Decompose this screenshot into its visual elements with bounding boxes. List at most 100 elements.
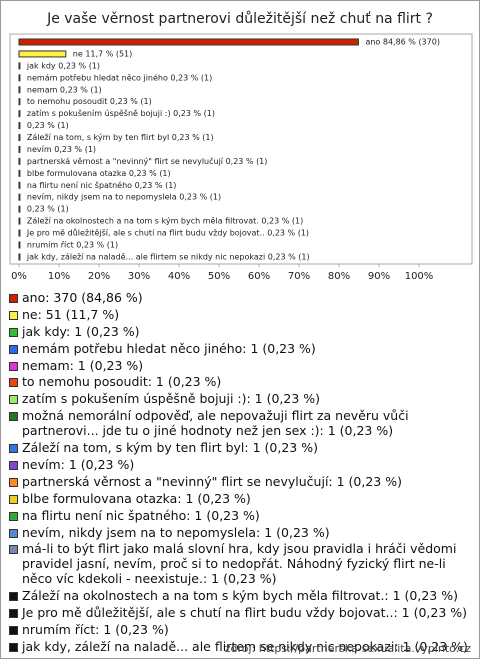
legend-label: blbe formulovana otazka: 1 (0,23 %) (22, 490, 251, 506)
legend-item: má-li to být flirt jako malá slovní hra,… (9, 541, 471, 586)
legend-item: nevím, nikdy jsem na to nepomyslela: 1 (… (9, 525, 471, 540)
bar (18, 62, 21, 70)
legend-swatch (9, 361, 18, 371)
legend-item: nevím: 1 (0,23 %) (9, 457, 471, 472)
legend-swatch (9, 395, 18, 405)
bar (18, 241, 21, 249)
value-label: na flirtu není nic špatného 0,23 % (1) (27, 180, 177, 190)
x-tick-label: 70% (288, 271, 310, 282)
legend-swatch (9, 494, 18, 504)
bar (18, 110, 21, 118)
legend-label: ano: 370 (84,86 %) (22, 290, 143, 305)
legend-swatch (9, 545, 18, 555)
bar (18, 74, 21, 82)
legend-label: nevím, nikdy jsem na to nepomyslela: 1 (… (22, 524, 330, 540)
legend-label: má-li to být flirt jako malá slovní hra,… (22, 541, 457, 587)
legend-label: Záleží na okolnostech a na tom s kým byc… (22, 588, 458, 604)
value-label: nevím, nikdy jsem na to nepomyslela 0,23… (27, 193, 221, 202)
legend-label: na flirtu není nic špatného: 1 (0,23 %) (22, 507, 260, 523)
x-tick-label: 80% (328, 271, 350, 282)
bar (18, 217, 21, 225)
x-tick-label: 20% (88, 271, 110, 282)
legend-item: možná nemorální odpověď, ale nepovažuji … (9, 408, 471, 438)
bar (18, 205, 21, 213)
legend-label: jak kdy, záleží na naladě... ale flirtem… (22, 639, 468, 655)
legend-swatch (9, 444, 18, 454)
value-label: blbe formulovana otazka 0,23 % (1) (27, 169, 171, 178)
x-tick-label: 40% (168, 271, 190, 282)
bar (18, 145, 21, 153)
value-label: Záleží na tom, s kým by ten flirt byl 0,… (27, 133, 214, 142)
legend-item: ano: 370 (84,86 %) (9, 290, 471, 305)
bar (18, 86, 21, 94)
legend-swatch (9, 327, 18, 337)
x-tick-label: 0% (11, 271, 27, 282)
legend-swatch (9, 344, 18, 354)
legend-label: ne: 51 (11,7 %) (22, 306, 120, 322)
value-label: Je pro mě důležitější, ale s chutí na fl… (26, 228, 309, 238)
x-tick-label: 100% (405, 271, 434, 282)
x-tick-label: 60% (248, 271, 270, 282)
value-label: 0,23 % (1) (27, 121, 69, 130)
legend-item: Záleží na tom, s kým by ten flirt byl: 1… (9, 440, 471, 455)
legend-label: Záleží na tom, s kým by ten flirt byl: 1… (22, 440, 318, 456)
legend-label: nrumím říct: 1 (0,23 %) (22, 622, 169, 638)
value-label: jak kdy, záleží na naladě... ale flirtem… (26, 252, 310, 261)
legend-swatch (9, 643, 18, 653)
legend-item: jak kdy: 1 (0,23 %) (9, 324, 471, 339)
legend-label: nevím: 1 (0,23 %) (22, 457, 135, 473)
x-tick-label: 50% (208, 271, 230, 282)
legend-swatch (9, 378, 18, 388)
legend-label: nemám potřebu hledat něco jiného: 1 (0,2… (22, 340, 316, 356)
bar (18, 50, 67, 58)
value-label: nevím 0,23 % (1) (27, 145, 96, 154)
legend-swatch (9, 477, 18, 487)
legend-label: nemam: 1 (0,23 %) (22, 357, 144, 373)
legend-swatch (9, 310, 18, 320)
legend-label: partnerská věrnost a "nevinný" flirt se … (22, 473, 402, 489)
legend-swatch (9, 592, 18, 602)
plot-frame (9, 33, 473, 265)
x-tick-label: 90% (368, 271, 390, 282)
legend-label: Je pro mě důležitější, ale s chutí na fl… (22, 605, 468, 621)
bar (18, 122, 21, 130)
value-label: 0,23 % (1) (27, 205, 69, 214)
value-label: Záleží na okolnostech a na tom s kým byc… (27, 217, 303, 226)
value-label: ano 84,86 % (370) (365, 38, 440, 47)
legend-swatch (9, 528, 18, 538)
bar (18, 38, 359, 46)
value-label: partnerská věrnost a "nevinný" flirt se … (27, 156, 268, 166)
legend-swatch (9, 294, 18, 303)
value-label: ne 11,7 % (51) (73, 49, 132, 58)
value-label: jak kdy 0,23 % (1) (26, 61, 100, 70)
chart-title: Je vaše věrnost partnerovi důležitější n… (46, 11, 433, 27)
bar (18, 169, 21, 177)
legend-item: Je pro mě důležitější, ale s chutí na fl… (9, 605, 471, 620)
bar (18, 253, 21, 261)
legend-item: nrumím říct: 1 (0,23 %) (9, 622, 471, 637)
value-label: nemám potřebu hledat něco jiného 0,23 % … (27, 72, 212, 82)
bar (18, 134, 21, 142)
legend-label: to nemohu posoudit: 1 (0,23 %) (22, 374, 222, 390)
legend-item: jak kdy, záleží na naladě... ale flirtem… (9, 639, 471, 654)
value-label: nemam 0,23 % (1) (27, 85, 102, 94)
legend-label: jak kdy: 1 (0,23 %) (22, 323, 140, 339)
bar (18, 181, 21, 189)
legend-item: blbe formulovana otazka: 1 (0,23 %) (9, 491, 471, 506)
legend-item: partnerská věrnost a "nevinný" flirt se … (9, 474, 471, 489)
legend-swatch (9, 511, 18, 521)
legend: ano: 370 (84,86 %) ne: 51 (11,7 %) jak kdy… (9, 290, 471, 656)
legend-swatch (9, 461, 18, 471)
value-label: nrumím říct 0,23 % (1) (27, 240, 118, 249)
bar (18, 157, 21, 165)
legend-item: nemám potřebu hledat něco jiného: 1 (0,2… (9, 341, 471, 356)
legend-item: Záleží na okolnostech a na tom s kým byc… (9, 588, 471, 603)
legend-item: to nemohu posoudit: 1 (0,23 %) (9, 374, 471, 389)
legend-item: zatím s pokušením úspěšně bojuji :): 1 (… (9, 391, 471, 406)
legend-label: zatím s pokušením úspěšně bojuji :): 1 (… (22, 391, 321, 407)
bar (18, 193, 21, 201)
legend-swatch (9, 412, 18, 422)
bar (18, 98, 21, 106)
chart: Je vaše věrnost partnerovi důležitější n… (9, 11, 473, 282)
